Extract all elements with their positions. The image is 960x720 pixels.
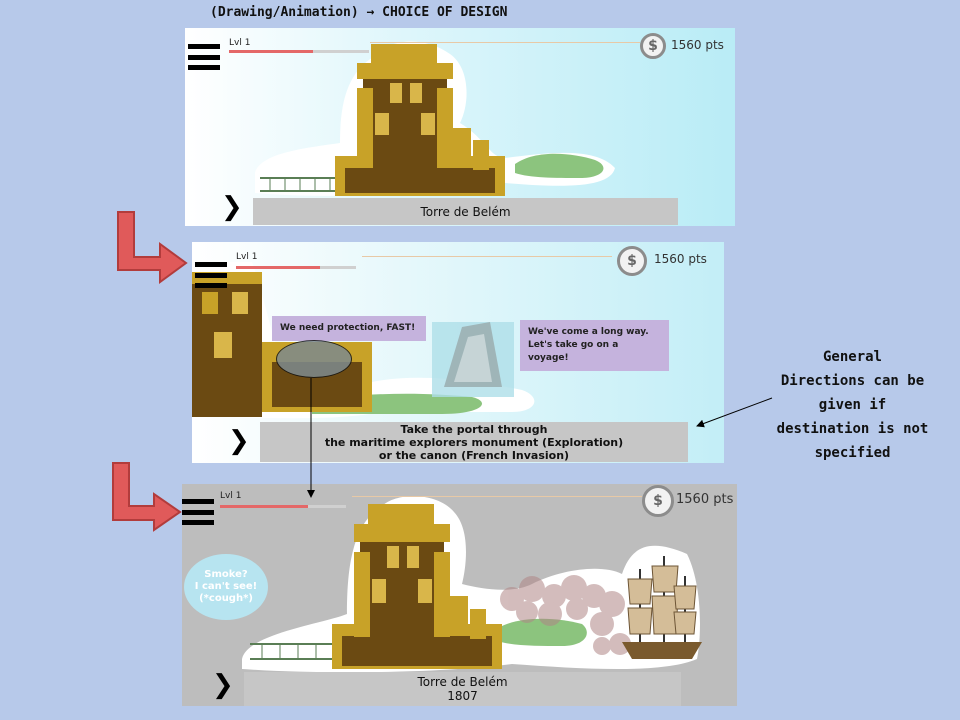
next-chevron-right-icon[interactable]: ❯	[228, 426, 250, 456]
caption-line: 1807	[447, 689, 478, 703]
coin-icon: $	[617, 246, 647, 276]
speech-bubble-smoke: Smoke? I can't see! (*cough*)	[184, 554, 268, 620]
header-line	[362, 256, 612, 257]
next-chevron-right-icon[interactable]: ❯	[212, 670, 234, 700]
side-note-line: General	[822, 349, 882, 365]
red-arrow-2	[112, 462, 182, 532]
level-label: Lvl 1	[236, 252, 258, 262]
header-line	[370, 42, 640, 43]
side-note-line: given if	[818, 397, 887, 413]
cannon-portal[interactable]	[276, 340, 352, 378]
dialog-bubble-protection: We need protection, FAST!	[272, 316, 426, 341]
points-counter: 1560 pts	[671, 38, 724, 52]
pointer-arrow-directions	[696, 397, 773, 428]
caption-line: Torre de Belém	[417, 675, 508, 689]
level-progress-fill	[220, 505, 309, 508]
side-note-line: specified	[814, 445, 891, 461]
menu-hamburger-icon[interactable]	[188, 44, 220, 70]
speech-line: Smoke?	[204, 569, 248, 580]
level-progress-bar	[220, 505, 346, 508]
coin-icon: $	[642, 485, 674, 517]
header-line	[352, 496, 642, 497]
sailing-ship	[622, 556, 702, 659]
bridge-railing	[250, 643, 340, 660]
level-progress-bar	[229, 50, 369, 53]
caption-line: or the canon (French Invasion)	[378, 448, 570, 462]
menu-hamburger-icon[interactable]	[195, 262, 227, 288]
speech-line: (*cough*)	[199, 593, 253, 604]
caption-line: Take the portal through	[400, 422, 548, 436]
dialog-bubble-voyage: We've come a long way. Let's take go on …	[520, 320, 669, 371]
location-caption: Torre de Belém 1807	[244, 672, 681, 706]
next-chevron-right-icon[interactable]: ❯	[221, 192, 243, 222]
level-progress-bar	[236, 266, 356, 269]
game-screen-torre-de-belem: Lvl 1 $ 1560 pts ❯ Torre de Belém	[185, 28, 735, 226]
caption-line: the maritime explorers monument (Explora…	[324, 435, 624, 449]
cannon-smoke	[500, 575, 631, 655]
location-caption: Torre de Belém	[253, 198, 678, 225]
menu-hamburger-icon[interactable]	[182, 499, 214, 525]
level-label: Lvl 1	[229, 38, 251, 48]
bubble-line: We've come a long way.	[528, 327, 649, 337]
side-note-line: Directions can be	[780, 373, 925, 389]
side-note-line: destination is not	[776, 421, 929, 437]
tower-illustration	[255, 41, 615, 196]
speech-line: I can't see!	[194, 581, 258, 592]
points-counter: 1560 pts	[676, 492, 734, 507]
caption-line: Torre de Belém	[420, 204, 511, 219]
coin-icon: $	[640, 33, 666, 59]
battle-illustration	[242, 496, 702, 673]
points-counter: 1560 pts	[654, 252, 707, 266]
level-progress-fill	[229, 50, 313, 53]
side-note: General Directions can be given if desti…	[775, 345, 930, 465]
game-screen-portal-choice: Lvl 1 $ 1560 pts We need protection, FAS…	[192, 242, 724, 463]
slide-title: (Drawing/Animation) → CHOICE OF DESIGN	[210, 5, 508, 20]
level-label: Lvl 1	[220, 491, 242, 501]
bridge-railing	[260, 177, 345, 192]
red-arrow-1	[117, 211, 188, 284]
bubble-line: Let's take go on a voyage!	[528, 340, 619, 363]
level-progress-fill	[236, 266, 320, 269]
directions-caption: Take the portal through the maritime exp…	[260, 422, 688, 462]
game-screen-french-invasion: Lvl 1 $ 1560 pts Smoke? I can't see! (*c…	[182, 484, 737, 706]
